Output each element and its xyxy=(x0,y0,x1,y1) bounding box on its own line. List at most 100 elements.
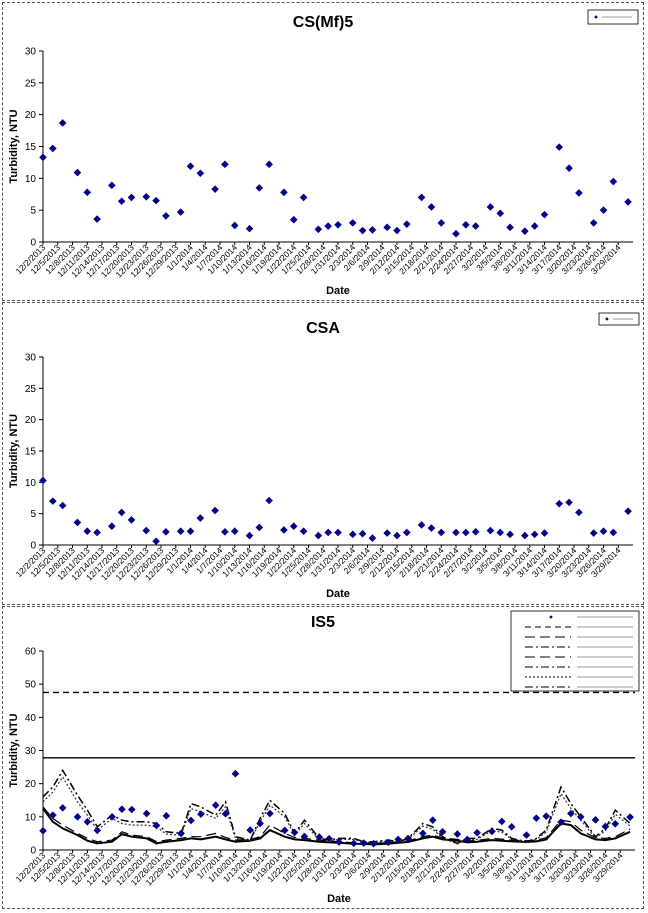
data-point xyxy=(403,220,411,228)
data-point xyxy=(39,476,47,485)
data-point xyxy=(39,153,47,162)
data-point xyxy=(463,835,472,844)
y-axis-label: Turbidity, NTU xyxy=(8,414,20,488)
data-point xyxy=(186,162,195,171)
y-tick-label: 25 xyxy=(25,384,37,395)
data-point xyxy=(521,531,529,540)
data-point xyxy=(565,498,573,507)
data-point xyxy=(507,822,516,831)
data-point xyxy=(221,810,230,818)
data-point xyxy=(73,518,82,527)
data-point xyxy=(498,817,506,826)
data-point xyxy=(280,826,289,835)
data-point xyxy=(73,813,82,821)
data-point xyxy=(221,528,229,536)
data-point xyxy=(506,223,514,232)
data-point xyxy=(117,508,126,517)
data-point xyxy=(289,522,298,530)
y-tick-label: 25 xyxy=(25,78,37,89)
data-point xyxy=(177,829,185,838)
data-point xyxy=(58,501,67,510)
data-point xyxy=(246,826,254,834)
data-point xyxy=(49,811,57,819)
data-point xyxy=(567,809,575,818)
data-point xyxy=(162,812,171,820)
legend-box xyxy=(510,610,640,692)
data-point xyxy=(289,215,298,224)
data-point xyxy=(315,833,324,841)
data-point xyxy=(83,527,92,536)
data-point xyxy=(290,828,299,837)
data-point xyxy=(348,219,357,227)
data-point xyxy=(437,219,446,227)
y-tick-label: 30 xyxy=(25,47,37,58)
data-point xyxy=(176,208,185,216)
data-point xyxy=(108,522,116,530)
y-tick-label: 20 xyxy=(25,110,37,121)
data-point xyxy=(334,221,342,229)
data-point xyxy=(576,813,585,821)
legend-marker xyxy=(594,15,598,19)
data-point xyxy=(211,185,219,193)
data-point xyxy=(245,224,254,233)
data-point xyxy=(403,528,411,537)
y-tick-label: 0 xyxy=(30,541,36,552)
data-point xyxy=(324,528,332,537)
data-point xyxy=(186,527,195,536)
data-point xyxy=(187,816,195,825)
data-point xyxy=(348,530,357,539)
data-point xyxy=(438,827,447,836)
data-point xyxy=(152,537,160,546)
data-point xyxy=(93,826,102,835)
data-point xyxy=(255,523,264,532)
data-point xyxy=(540,529,549,537)
y-tick-label: 5 xyxy=(30,509,36,520)
data-point xyxy=(324,222,332,230)
chart-cs-mf5: CS(Mf)505101520253012/2/201312/5/201312/… xyxy=(8,9,639,297)
data-point xyxy=(83,818,92,826)
data-point xyxy=(197,810,205,818)
chart-panel-2: CSA 0 5 10 15 20 25 30 12/2/2013 12/5/2013 12/8/20… xyxy=(2,302,644,605)
y-tick-label: 0 xyxy=(30,238,36,249)
data-point xyxy=(142,809,151,818)
data-point xyxy=(383,223,391,232)
x-axis-label: Date xyxy=(327,893,351,905)
data-point xyxy=(624,507,632,515)
data-point xyxy=(314,531,323,540)
y-tick-label: 5 xyxy=(30,206,36,217)
data-point xyxy=(530,222,539,230)
data-point xyxy=(555,143,564,151)
data-point xyxy=(142,526,151,535)
data-point xyxy=(162,528,170,536)
data-point xyxy=(417,193,426,202)
data-point xyxy=(280,526,288,534)
chart-is5: IS5010203040506012/2/201312/5/201312/8/2… xyxy=(8,610,640,905)
data-point xyxy=(128,805,136,814)
y-tick-label: 0 xyxy=(30,846,36,857)
data-point xyxy=(108,813,116,821)
data-point xyxy=(462,221,470,229)
data-point xyxy=(532,814,541,822)
data-point xyxy=(611,819,620,828)
y-tick-label: 10 xyxy=(25,174,37,185)
x-axis-label: Date xyxy=(326,285,350,297)
data-point xyxy=(299,193,308,202)
data-point xyxy=(471,222,480,230)
data-point xyxy=(393,531,401,540)
data-point xyxy=(108,181,116,190)
data-point xyxy=(266,809,274,818)
data-point xyxy=(369,839,378,848)
data-point xyxy=(93,215,101,223)
data-point xyxy=(335,838,343,846)
data-point xyxy=(255,184,264,192)
data-point xyxy=(265,496,273,505)
data-point xyxy=(58,804,67,812)
data-point xyxy=(540,210,549,219)
data-point xyxy=(462,528,470,537)
data-point xyxy=(609,528,618,537)
data-point xyxy=(350,839,358,848)
data-point xyxy=(196,169,205,178)
data-point xyxy=(522,831,531,839)
data-point xyxy=(452,229,460,238)
data-point xyxy=(624,198,632,206)
